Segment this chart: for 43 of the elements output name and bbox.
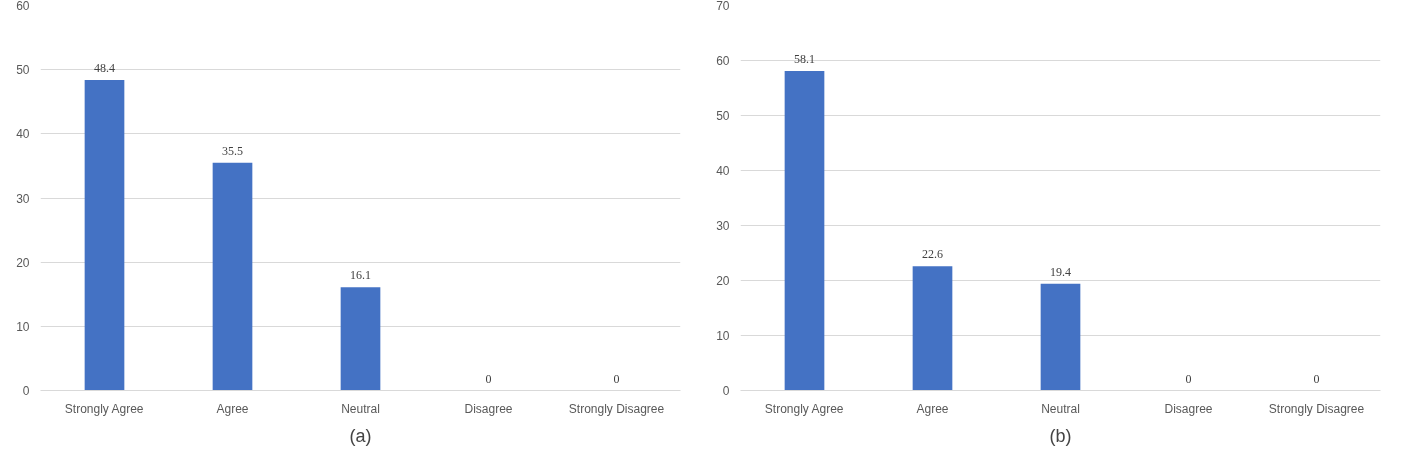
y-tick-label: 0 [22,384,30,398]
x-tick-label: Strongly Disagree [568,401,665,416]
y-tick-label: 30 [16,191,30,206]
data-label: 0 [613,371,620,386]
bar [84,79,125,391]
x-tick-label: Strongly Disagree [1268,401,1365,416]
x-tick-label: Disagree [1164,401,1213,416]
data-label: 0 [1313,371,1320,386]
y-tick-label: 20 [716,274,730,288]
x-tick-label: Agree [216,401,249,416]
y-tick-label: 10 [16,319,30,334]
data-label: 0 [1185,371,1192,386]
data-label: 22.6 [922,247,943,262]
y-tick-label: 30 [716,219,730,233]
y-tick-label: 40 [716,164,730,178]
y-tick-label: 10 [716,329,730,343]
data-label: 48.4 [94,60,115,75]
y-tick-label: 50 [716,109,730,123]
x-tick-label: Strongly Agree [764,401,844,416]
bar [1040,283,1081,391]
y-tick-label: 0 [722,384,730,398]
y-tick-label: 60 [16,0,30,13]
text: (a) [349,425,372,446]
y-tick-label: 60 [716,54,730,68]
y-tick-label: 20 [16,255,30,270]
x-tick-label: Neutral [1041,401,1080,416]
data-label: 16.1 [350,268,371,283]
bar [212,162,253,391]
data-label: 19.4 [1050,264,1071,279]
y-tick-label: 70 [716,0,730,13]
data-label: 58.1 [794,51,815,66]
x-tick-label: Strongly Agree [64,401,144,416]
text: (b) [1049,425,1072,446]
bar [912,266,953,391]
x-tick-label: Disagree [464,401,513,416]
x-tick-label: Agree [916,401,949,416]
y-tick-label: 50 [16,63,30,78]
x-tick-label: Neutral [341,401,380,416]
bar [340,287,381,391]
bar [784,70,825,391]
data-label: 35.5 [222,143,243,158]
data-label: 0 [485,371,492,386]
y-tick-label: 40 [16,127,30,142]
